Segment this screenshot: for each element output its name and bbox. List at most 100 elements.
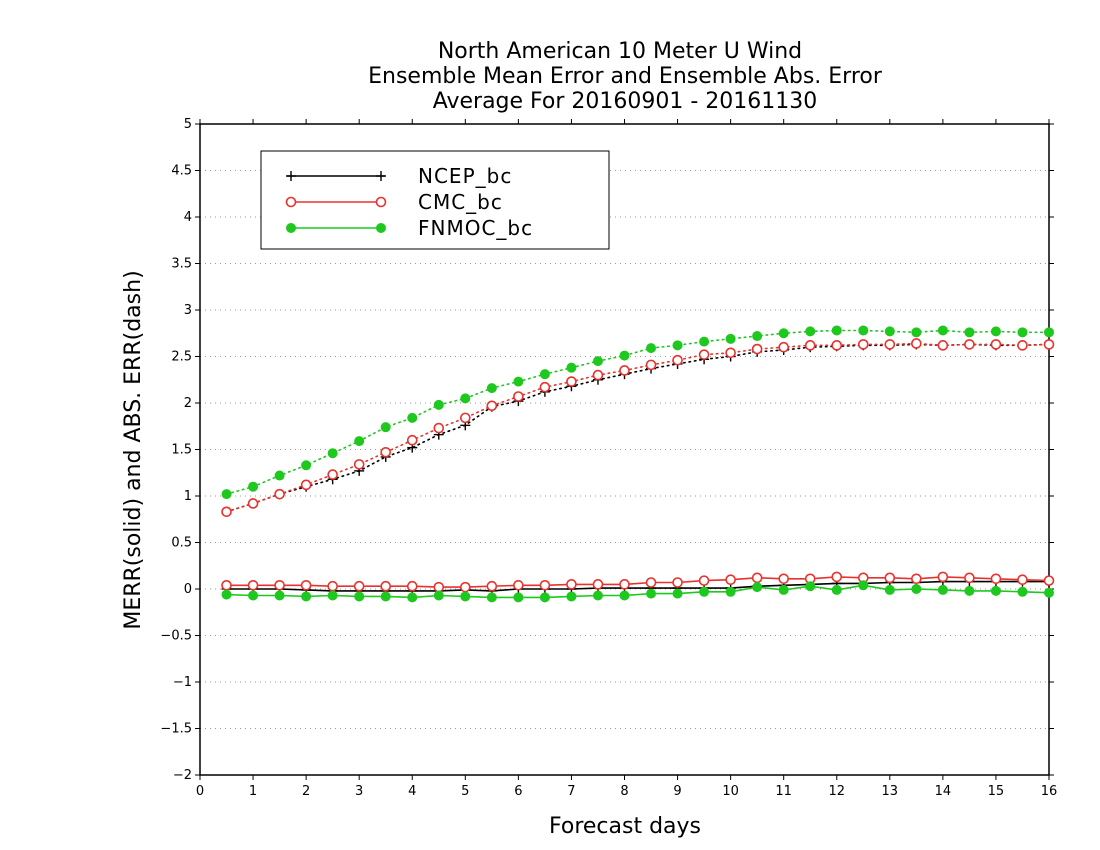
abs-err-point	[699, 336, 710, 347]
merr-point	[646, 588, 657, 599]
y-tick-label: 3	[184, 303, 192, 318]
x-tick-label: 12	[828, 784, 845, 799]
merr-point	[327, 580, 338, 592]
x-tick-label: 7	[567, 784, 575, 799]
abs-err-point	[1017, 340, 1028, 351]
merr-point	[884, 572, 896, 584]
y-tick-label: 2	[184, 396, 192, 411]
y-tick-label: 2.5	[171, 350, 192, 365]
abs-err-point	[804, 340, 816, 351]
y-axis-label: MERR(solid) and ABS. ERR(dash)	[121, 270, 146, 629]
abs-err-point	[805, 326, 816, 337]
abs-err-point	[592, 369, 604, 381]
merr-point	[486, 592, 497, 603]
y-tick-label: 0.5	[171, 536, 192, 551]
merr-point	[619, 590, 630, 601]
abs-err-point	[221, 506, 232, 518]
abs-err-point	[300, 479, 312, 491]
abs-err-point	[911, 338, 922, 349]
x-tick-label: 13	[882, 784, 899, 799]
merr-point	[354, 591, 365, 602]
abs-err-point	[486, 400, 498, 412]
y-tick-label: 5	[184, 117, 192, 132]
y-tick-label: −1.5	[160, 722, 192, 737]
merr-point	[221, 589, 232, 600]
merr-point	[911, 584, 922, 594]
abs-err-point	[831, 340, 843, 351]
abs-err-point	[539, 381, 551, 393]
abs-err-point	[937, 340, 949, 351]
x-tick-label: 2	[302, 784, 310, 799]
abs-err-point	[964, 339, 975, 350]
abs-err-point	[990, 339, 1002, 350]
abs-err-point	[964, 327, 975, 338]
merr-point	[300, 579, 312, 591]
merr-point	[698, 575, 710, 586]
legend-label: NCEP_bc	[418, 164, 512, 188]
abs-err-point	[248, 481, 259, 492]
merr-point	[274, 579, 285, 591]
abs-err-point	[460, 393, 471, 404]
abs-err-point	[566, 362, 577, 373]
abs-err-point	[672, 354, 683, 366]
title-line-2: Ensemble Mean Error and Ensemble Abs. Er…	[368, 64, 883, 89]
x-tick-label: 3	[355, 784, 363, 799]
legend-entry: CMC_bc	[285, 190, 503, 214]
abs-err-point	[513, 391, 524, 402]
abs-err-point	[566, 376, 577, 387]
merr-point	[1017, 574, 1028, 586]
title-line-1: North American 10 Meter U Wind	[438, 39, 802, 64]
merr-point	[752, 582, 763, 593]
abs-err-point	[407, 412, 418, 423]
abs-err-point	[645, 359, 657, 371]
abs-err-point	[752, 331, 763, 342]
merr-point	[645, 577, 657, 588]
merr-point	[539, 592, 550, 603]
abs-err-point	[725, 333, 736, 344]
abs-err-point	[619, 365, 630, 376]
abs-err-point	[486, 383, 497, 394]
merr-point	[884, 584, 895, 595]
legend-marker	[375, 196, 387, 208]
merr-point	[1043, 575, 1055, 586]
legend-marker	[376, 223, 386, 233]
merr-point	[672, 577, 683, 588]
y-tick-label: 0	[184, 582, 192, 597]
abs-err-point	[274, 470, 285, 481]
x-tick-label: 0	[196, 784, 204, 799]
merr-point	[433, 590, 444, 601]
merr-point	[274, 590, 285, 601]
abs-err-point	[1017, 327, 1028, 338]
x-axis-ticks: 0 1 2 3 4 5 6 7 8 9 10 11 12 13 14 15 16	[196, 119, 1057, 799]
merr-point	[248, 590, 259, 601]
legend-entry: NCEP_bc	[286, 164, 512, 188]
merr-point	[221, 579, 232, 591]
merr-point	[990, 585, 1001, 596]
legend-box	[260, 150, 610, 250]
chart-title: North American 10 Meter U Wind Ensemble …	[368, 39, 883, 114]
abs-err-point	[725, 347, 736, 359]
series-ncep-bc	[221, 339, 1054, 596]
x-tick-label: 16	[1041, 784, 1058, 799]
x-tick-label: 5	[461, 784, 469, 799]
x-tick-label: 6	[514, 784, 522, 799]
y-tick-label: 4.5	[171, 164, 192, 179]
x-tick-label: 1	[249, 784, 257, 799]
abs-err-point	[672, 340, 683, 351]
abs-err-point	[221, 489, 232, 500]
legend-label: CMC_bc	[418, 190, 503, 214]
abs-err-point	[619, 350, 630, 361]
abs-err-point	[539, 369, 550, 380]
x-tick-label: 11	[775, 784, 792, 799]
merr-point	[433, 581, 445, 593]
merr-point	[751, 572, 763, 584]
merr-point	[380, 591, 391, 602]
merr-point	[301, 591, 312, 602]
merr-point	[1017, 586, 1028, 597]
abs-err-point	[778, 328, 789, 339]
merr-point	[937, 584, 948, 595]
abs-err-point	[380, 422, 391, 433]
abs-err-point	[406, 434, 418, 446]
